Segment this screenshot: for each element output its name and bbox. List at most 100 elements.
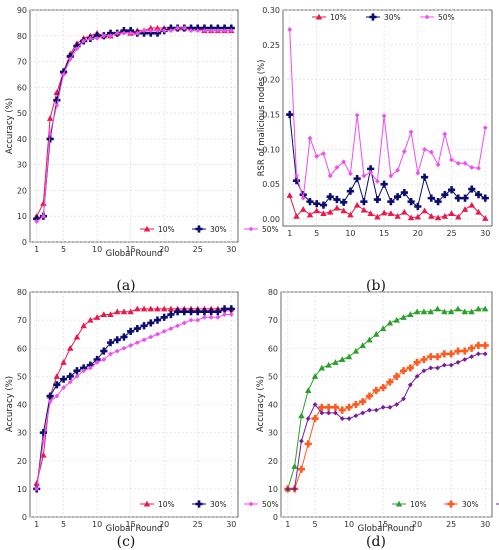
y-tick-label: 0.15	[262, 111, 280, 120]
y-tick-label: 0.00	[262, 215, 280, 224]
data-point	[93, 314, 101, 320]
data-point	[373, 195, 381, 204]
data-point	[359, 398, 367, 406]
data-point	[214, 308, 222, 316]
data-point	[482, 351, 488, 357]
data-point	[414, 373, 420, 379]
data-point	[222, 312, 227, 317]
data-point	[394, 213, 401, 219]
data-point	[40, 200, 47, 206]
data-point	[386, 378, 394, 386]
legend-label: 30%	[210, 500, 227, 509]
data-point	[100, 311, 108, 318]
data-point	[128, 30, 134, 36]
data-point	[106, 339, 115, 347]
data-point	[34, 218, 40, 224]
panel-caption: (a)	[116, 278, 135, 294]
data-point	[332, 359, 339, 365]
data-point	[461, 308, 468, 315]
data-point	[148, 28, 154, 34]
data-point	[140, 322, 148, 330]
data-point	[47, 399, 53, 405]
data-point	[319, 410, 325, 416]
data-point	[74, 373, 80, 379]
data-point	[67, 345, 74, 351]
data-point	[379, 384, 387, 392]
data-point	[346, 416, 352, 421]
data-point	[387, 198, 395, 206]
data-point	[434, 305, 441, 312]
data-point	[180, 308, 188, 316]
x-tick-label: 25	[193, 520, 203, 529]
legend: 10%30%50%	[392, 500, 499, 509]
x-tick-label: 20	[412, 520, 422, 529]
data-point	[292, 177, 301, 185]
data-point	[93, 355, 101, 364]
data-point	[141, 28, 147, 34]
data-point	[455, 213, 462, 220]
data-point	[287, 27, 293, 32]
data-point	[94, 359, 100, 365]
data-point	[352, 400, 360, 409]
data-point	[181, 320, 187, 326]
legend-marker	[195, 225, 203, 233]
y-axis-label: Accuracy (%)	[5, 98, 15, 154]
y-tick-label: 40	[17, 401, 27, 410]
x-tick-label: 25	[446, 229, 456, 238]
data-point	[461, 347, 469, 355]
x-axis-label: Global Round	[106, 249, 163, 259]
data-point	[327, 173, 333, 179]
data-point	[469, 165, 475, 170]
data-point	[214, 24, 222, 32]
data-point	[482, 215, 489, 221]
data-point	[340, 207, 347, 214]
x-tick-label: 5	[314, 229, 319, 238]
x-axis-label: Global Round	[358, 524, 415, 534]
data-point	[53, 373, 61, 379]
data-point	[374, 179, 380, 184]
data-point	[374, 213, 381, 220]
data-point	[114, 348, 120, 354]
data-point	[167, 305, 175, 312]
data-point	[174, 308, 182, 316]
data-point	[447, 350, 455, 358]
data-point	[481, 194, 489, 202]
legend-marker	[248, 226, 254, 232]
data-point	[339, 416, 345, 421]
data-point	[127, 308, 134, 315]
x-tick-label: 20	[413, 229, 423, 238]
data-point	[305, 387, 312, 393]
data-point	[468, 201, 475, 208]
data-point	[207, 308, 215, 316]
data-point	[353, 413, 359, 419]
data-point	[208, 314, 214, 320]
data-point	[300, 195, 306, 201]
data-point	[393, 372, 401, 380]
legend-marker	[315, 13, 323, 20]
legend-marker	[248, 501, 254, 507]
data-point	[202, 28, 207, 34]
data-point	[127, 327, 135, 335]
data-point	[307, 135, 313, 141]
data-point	[331, 403, 340, 411]
data-point	[299, 438, 304, 444]
data-point	[194, 308, 202, 316]
y-tick-label: 80	[268, 288, 278, 297]
data-point	[154, 305, 161, 312]
data-point	[66, 372, 74, 380]
data-point	[461, 194, 469, 202]
data-point	[114, 30, 120, 36]
data-point	[59, 68, 68, 76]
y-tick-label: 20	[17, 457, 27, 466]
legend: 10%30%50%	[312, 13, 455, 22]
x-tick-label: 1	[287, 229, 292, 238]
data-point	[194, 24, 202, 32]
data-point	[360, 410, 366, 416]
y-tick-label: 10	[17, 485, 27, 494]
legend-marker	[143, 500, 151, 507]
data-point	[326, 208, 334, 215]
data-point	[359, 342, 366, 348]
data-point	[228, 312, 234, 317]
